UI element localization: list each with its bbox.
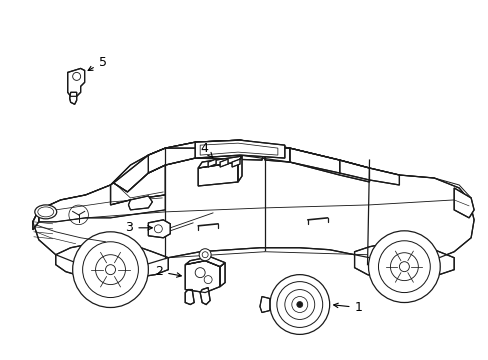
Polygon shape <box>198 156 242 168</box>
Text: 5: 5 <box>88 56 106 71</box>
Polygon shape <box>185 289 194 305</box>
Polygon shape <box>33 210 39 230</box>
Text: 4: 4 <box>200 141 212 158</box>
Polygon shape <box>354 244 453 282</box>
Circle shape <box>199 249 211 261</box>
Ellipse shape <box>35 205 57 219</box>
Polygon shape <box>198 162 238 186</box>
Circle shape <box>368 231 439 302</box>
Text: 1: 1 <box>333 301 362 314</box>
Polygon shape <box>185 261 220 293</box>
Polygon shape <box>110 165 165 205</box>
Polygon shape <box>220 159 227 167</box>
Polygon shape <box>208 159 216 167</box>
Polygon shape <box>453 188 473 218</box>
Polygon shape <box>67 68 84 96</box>
Polygon shape <box>264 148 289 162</box>
Polygon shape <box>339 160 399 185</box>
Polygon shape <box>39 185 165 222</box>
Polygon shape <box>148 148 264 173</box>
Polygon shape <box>148 220 170 238</box>
Text: 2: 2 <box>155 265 181 278</box>
Polygon shape <box>195 140 285 158</box>
Polygon shape <box>69 92 77 104</box>
Polygon shape <box>232 159 240 167</box>
Polygon shape <box>128 196 152 210</box>
Polygon shape <box>185 257 224 267</box>
Circle shape <box>73 232 148 307</box>
Polygon shape <box>220 263 224 287</box>
Polygon shape <box>113 140 369 192</box>
Circle shape <box>296 302 302 307</box>
Circle shape <box>269 275 329 334</box>
Text: 3: 3 <box>125 221 152 234</box>
Polygon shape <box>289 148 339 173</box>
Polygon shape <box>200 288 210 305</box>
Polygon shape <box>56 244 168 280</box>
Polygon shape <box>33 140 473 268</box>
Polygon shape <box>260 297 269 312</box>
Polygon shape <box>238 156 242 182</box>
